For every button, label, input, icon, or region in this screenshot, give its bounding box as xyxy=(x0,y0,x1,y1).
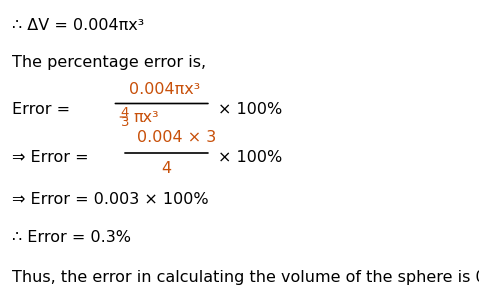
Text: × 100%: × 100% xyxy=(218,102,282,117)
Text: 0.004 × 3: 0.004 × 3 xyxy=(137,130,216,146)
Text: ⇒ Error = 0.003 × 100%: ⇒ Error = 0.003 × 100% xyxy=(12,192,208,207)
Text: Error =: Error = xyxy=(12,102,75,117)
Text: 0.004πx³: 0.004πx³ xyxy=(129,82,201,98)
Text: The percentage error is,: The percentage error is, xyxy=(12,56,206,70)
Text: ⇒ Error =: ⇒ Error = xyxy=(12,150,94,165)
Text: 3: 3 xyxy=(121,116,129,129)
Text: ∴ Error = 0.3%: ∴ Error = 0.3% xyxy=(12,230,131,244)
Text: Thus, the error in calculating the volume of the sphere is 0.3%.: Thus, the error in calculating the volum… xyxy=(12,270,479,285)
Text: 4: 4 xyxy=(161,161,171,176)
Text: 4: 4 xyxy=(121,106,129,119)
Text: ∴ ΔV = 0.004πx³: ∴ ΔV = 0.004πx³ xyxy=(12,18,144,33)
Text: × 100%: × 100% xyxy=(218,150,282,165)
Text: πx³: πx³ xyxy=(134,110,159,125)
